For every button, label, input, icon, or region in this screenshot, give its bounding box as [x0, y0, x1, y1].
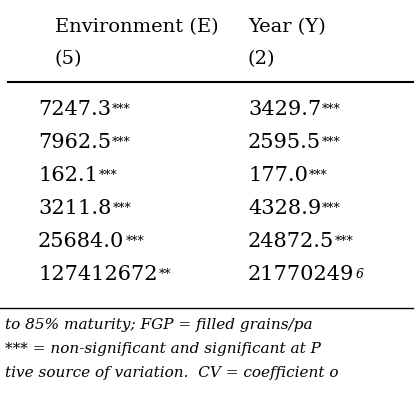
Text: ***: *** [335, 235, 354, 248]
Text: 2595.5: 2595.5 [248, 133, 321, 152]
Text: 162.1: 162.1 [38, 166, 98, 185]
Text: Environment (E): Environment (E) [55, 18, 219, 36]
Text: ***: *** [322, 103, 341, 116]
Text: ***: *** [309, 169, 328, 182]
Text: to 85% maturity; FGP = filled grains/pa: to 85% maturity; FGP = filled grains/pa [5, 318, 313, 332]
Text: Year (Y): Year (Y) [248, 18, 326, 36]
Text: 177.0: 177.0 [248, 166, 308, 185]
Text: tive source of variation.  CV = coefficient o: tive source of variation. CV = coefficie… [5, 366, 339, 380]
Text: ***: *** [112, 202, 131, 215]
Text: 25684.0: 25684.0 [38, 232, 124, 251]
Text: 4328.9: 4328.9 [248, 199, 321, 218]
Text: ***: *** [112, 136, 131, 149]
Text: 7962.5: 7962.5 [38, 133, 111, 152]
Text: 21770249: 21770249 [248, 265, 354, 284]
Text: ***: *** [99, 169, 118, 182]
Text: ***: *** [112, 103, 131, 116]
Text: 3429.7: 3429.7 [248, 100, 321, 119]
Text: ***: *** [322, 136, 341, 149]
Text: 24872.5: 24872.5 [248, 232, 334, 251]
Text: *** = non-significant and significant at P: *** = non-significant and significant at… [5, 342, 321, 356]
Text: 3211.8: 3211.8 [38, 199, 111, 218]
Text: ***: *** [126, 235, 144, 248]
Text: (2): (2) [248, 50, 276, 68]
Text: **: ** [158, 268, 171, 281]
Text: ***: *** [322, 202, 341, 215]
Text: (5): (5) [55, 50, 83, 68]
Text: 127412672: 127412672 [38, 265, 158, 284]
Text: 6: 6 [355, 268, 363, 281]
Text: 7247.3: 7247.3 [38, 100, 111, 119]
